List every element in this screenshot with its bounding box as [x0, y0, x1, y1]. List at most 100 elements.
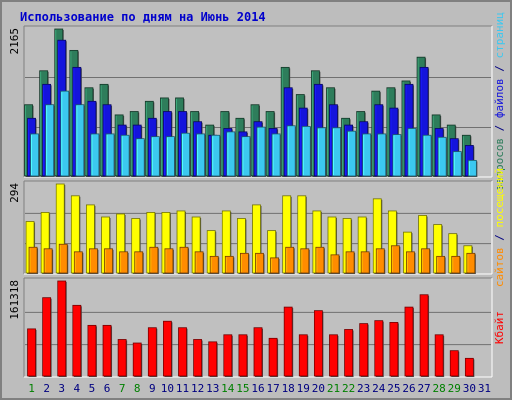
bar-hits-страниц-day-13: [211, 134, 221, 177]
bar-visits-сайтов-day-18: [285, 246, 295, 274]
bar-kbytes-Кбайт-day-20: [313, 310, 324, 377]
bar-hits-страниц-day-20: [316, 127, 327, 177]
day-label-23: 23: [357, 382, 370, 395]
bar-hits-страниц-day-29: [452, 151, 463, 177]
bar-visits-сайтов-day-15: [240, 252, 250, 274]
bar-visits-сайтов-day-23: [360, 251, 371, 274]
bar-kbytes-Кбайт-day-14: [223, 334, 233, 377]
bar-visits-сайтов-day-29: [451, 255, 461, 274]
bar-hits-страниц-day-1: [30, 133, 40, 177]
bar-hits-страниц-day-22: [347, 130, 357, 177]
day-label-4: 4: [74, 382, 81, 395]
bar-kbytes-Кбайт-day-5: [87, 324, 97, 377]
bar-hits-страниц-day-23: [362, 133, 372, 177]
bar-hits-страниц-day-28: [437, 136, 448, 177]
day-label-8: 8: [134, 382, 141, 395]
bar-kbytes-Кбайт-day-13: [208, 341, 218, 377]
bar-hits-страниц-day-3: [60, 90, 70, 177]
bar-kbytes-Кбайт-day-27: [419, 294, 430, 377]
day-label-16: 16: [251, 382, 264, 395]
bar-hits-страниц-day-9: [150, 136, 161, 177]
day-label-12: 12: [191, 382, 204, 395]
day-label-15: 15: [236, 382, 249, 395]
bar-kbytes-Кбайт-day-9: [147, 327, 158, 377]
bar-visits-сайтов-day-1: [28, 246, 39, 274]
day-label-1: 1: [28, 382, 35, 395]
bar-hits-страниц-day-21: [332, 127, 342, 177]
bar-visits-сайтов-day-8: [134, 251, 144, 274]
day-label-22: 22: [342, 382, 355, 395]
bar-hits-страниц-day-24: [377, 133, 387, 177]
bar-hits-страниц-day-17: [271, 133, 282, 177]
bar-kbytes-Кбайт-day-29: [449, 350, 460, 377]
bar-kbytes-Кбайт-day-26: [404, 306, 414, 377]
day-label-7: 7: [119, 382, 126, 395]
bar-visits-сайтов-day-9: [149, 246, 159, 274]
bar-hits-страниц-day-7: [120, 134, 131, 177]
bar-visits-сайтов-day-27: [421, 248, 431, 274]
day-label-17: 17: [266, 382, 279, 395]
day-label-19: 19: [297, 382, 310, 395]
bar-kbytes-Кбайт-day-21: [329, 334, 339, 377]
y-max-label: 2165: [8, 28, 21, 55]
bar-visits-сайтов-day-10: [164, 248, 174, 274]
bar-kbytes-Кбайт-day-10: [163, 320, 173, 377]
bar-visits-сайтов-day-13: [209, 255, 220, 274]
bar-hits-страниц-day-26: [407, 128, 417, 177]
bar-kbytes-Кбайт-day-17: [268, 337, 279, 377]
bar-visits-сайтов-day-2: [43, 248, 54, 274]
day-label-20: 20: [312, 382, 325, 395]
day-label-21: 21: [327, 382, 340, 395]
day-label-29: 29: [448, 382, 461, 395]
panel-visits: 294 сайтов / посещений: [8, 168, 506, 287]
bar-hits-страниц-day-16: [256, 126, 266, 177]
bar-visits-сайтов-day-6: [104, 248, 114, 274]
day-label-25: 25: [387, 382, 400, 395]
bar-visits-сайтов-day-20: [315, 246, 325, 274]
bar-visits-сайтов-day-28: [436, 255, 446, 274]
y-max-label: 294: [8, 183, 21, 203]
bar-hits-страниц-day-14: [226, 131, 236, 177]
bar-kbytes-Кбайт-day-1: [27, 328, 37, 377]
bar-visits-сайтов-day-4: [73, 251, 84, 274]
day-label-6: 6: [104, 382, 111, 395]
bar-hits-страниц-day-19: [301, 126, 312, 177]
bar-visits-сайтов-day-22: [345, 251, 356, 274]
bar-visits-сайтов-day-30: [466, 252, 476, 274]
day-label-14: 14: [221, 382, 235, 395]
y-max-label: 161318: [8, 280, 21, 320]
day-label-28: 28: [433, 382, 446, 395]
bar-kbytes-Кбайт-day-22: [344, 329, 354, 377]
day-label-26: 26: [402, 382, 415, 395]
bar-kbytes-Кбайт-day-24: [374, 320, 384, 377]
bar-hits-страниц-day-18: [286, 125, 297, 177]
day-label-13: 13: [206, 382, 219, 395]
bar-kbytes-Кбайт-day-28: [434, 334, 445, 377]
bar-kbytes-Кбайт-day-18: [283, 306, 294, 377]
series-legend-label: сайтов / посещений: [493, 168, 506, 287]
panel-kbytes: 161318 Кбайт: [8, 277, 506, 378]
bar-hits-страниц-day-4: [75, 104, 85, 177]
bar-kbytes-Кбайт-day-15: [238, 334, 248, 377]
bar-visits-сайтов-day-7: [119, 251, 129, 274]
bar-visits-сайтов-day-26: [406, 251, 416, 274]
bar-visits-сайтов-day-11: [179, 246, 190, 274]
bar-visits-сайтов-day-24: [375, 248, 386, 274]
bar-hits-страниц-day-8: [135, 138, 146, 177]
bar-hits-страниц-day-12: [196, 133, 206, 177]
bar-kbytes-Кбайт-day-25: [389, 322, 399, 377]
bar-kbytes-Кбайт-day-30: [464, 357, 475, 377]
day-label-2: 2: [43, 382, 50, 395]
bar-kbytes-Кбайт-day-2: [42, 297, 52, 377]
day-label-31: 31: [478, 382, 491, 395]
bar-hits-страниц-day-30: [467, 159, 478, 177]
bar-hits-страниц-day-11: [181, 132, 191, 177]
bar-kbytes-Кбайт-day-19: [298, 334, 309, 377]
bar-hits-страниц-day-6: [105, 133, 116, 177]
bar-kbytes-Кбайт-day-3: [57, 280, 67, 377]
day-label-30: 30: [463, 382, 476, 395]
bar-visits-сайтов-day-14: [224, 255, 235, 274]
day-label-9: 9: [149, 382, 156, 395]
bar-kbytes-Кбайт-day-11: [178, 327, 188, 377]
